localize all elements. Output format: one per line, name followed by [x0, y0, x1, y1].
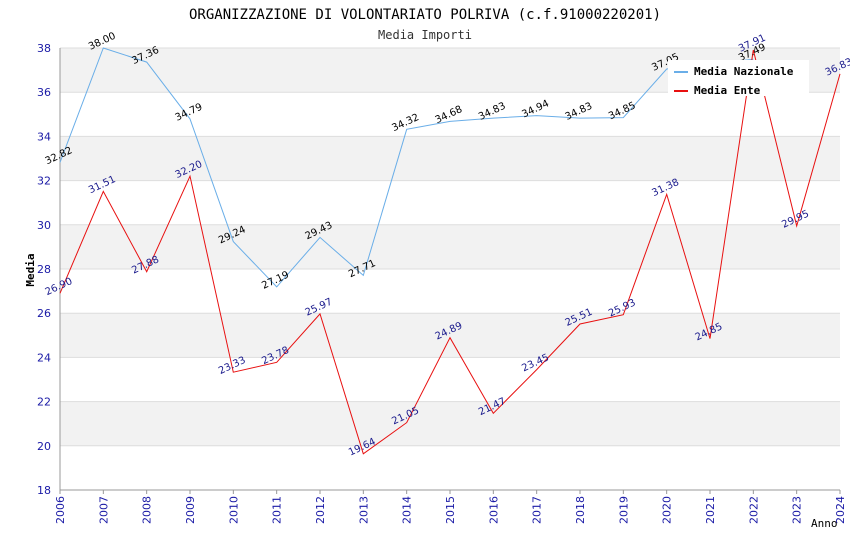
- x-tick-label: 2017: [531, 496, 544, 524]
- x-tick-label: 2013: [357, 496, 370, 524]
- y-tick-label: 38: [37, 42, 51, 55]
- x-tick-label: 2015: [444, 496, 457, 524]
- y-axis-label: Media: [24, 253, 37, 286]
- y-tick-label: 34: [37, 130, 51, 143]
- x-tick-label: 2008: [141, 496, 154, 524]
- y-tick-label: 26: [37, 307, 51, 320]
- legend-label-nazionale: Media Nazionale: [694, 65, 794, 78]
- y-ticks: 18 20 22 24 26 28 30 32 34 36 38: [37, 42, 51, 497]
- x-tick-label: 2020: [661, 496, 674, 524]
- x-axis-label: Anno: [811, 517, 838, 530]
- x-tick-label: 2024: [834, 496, 847, 524]
- series-line-media-ente: [59, 49, 841, 455]
- legend: Media Nazionale Media Ente: [668, 60, 809, 97]
- x-tick-label: 2012: [314, 496, 327, 524]
- data-label-nazionale: 34.79: [174, 102, 205, 124]
- data-label-nazionale: 34.83: [564, 101, 595, 123]
- grid-band: [60, 224, 840, 269]
- y-tick-label: 32: [37, 175, 51, 188]
- x-tick-label: 2019: [617, 496, 630, 524]
- chart-title: ORGANIZZAZIONE DI VOLONTARIATO POLRIVA (…: [189, 7, 661, 23]
- x-tick-label: 2009: [184, 496, 197, 524]
- data-label-nazionale: 34.94: [520, 98, 551, 120]
- data-label-nazionale: 34.85: [607, 100, 638, 122]
- series-line-media-nazionale: [59, 47, 754, 288]
- x-tick-label: 2016: [487, 496, 500, 524]
- y-tick-label: 28: [37, 263, 51, 276]
- legend-box: [668, 60, 809, 96]
- y-tick-label: 36: [37, 86, 51, 99]
- x-tick-label: 2006: [54, 496, 67, 524]
- data-label-nazionale: 34.32: [390, 112, 421, 134]
- x-tick-label: 2010: [227, 496, 240, 524]
- y-tick-label: 30: [37, 219, 51, 232]
- series-lines: [59, 47, 841, 455]
- x-tick-label: 2011: [271, 496, 284, 524]
- x-ticks: 2006 2007 2008 2009 2010 2011 2012 2013 2014 2015…: [54, 490, 847, 524]
- chart-subtitle: Media Importi: [378, 28, 472, 42]
- x-tick-label: 2023: [791, 496, 804, 524]
- x-tick-label: 2007: [97, 496, 110, 524]
- x-tick-label: 2018: [574, 496, 587, 524]
- data-label-ente: 26.90: [44, 276, 75, 298]
- grid-lines: [60, 47, 840, 491]
- x-tick-label: 2021: [704, 496, 717, 524]
- legend-label-ente: Media Ente: [694, 84, 761, 97]
- data-label-nazionale: 34.83: [477, 101, 508, 123]
- y-tick-label: 18: [37, 484, 51, 497]
- y-tick-label: 22: [37, 396, 51, 409]
- x-tick-label: 2014: [401, 496, 414, 524]
- data-label-nazionale: 27.19: [260, 270, 291, 292]
- grid-band: [60, 401, 840, 446]
- grid-band: [60, 136, 840, 181]
- y-tick-label: 24: [37, 351, 51, 364]
- x-tick-label: 2022: [747, 496, 760, 524]
- y-tick-label: 20: [37, 440, 51, 453]
- data-label-ente: 23.33: [217, 355, 248, 377]
- data-label-nazionale: 34.68: [434, 104, 465, 126]
